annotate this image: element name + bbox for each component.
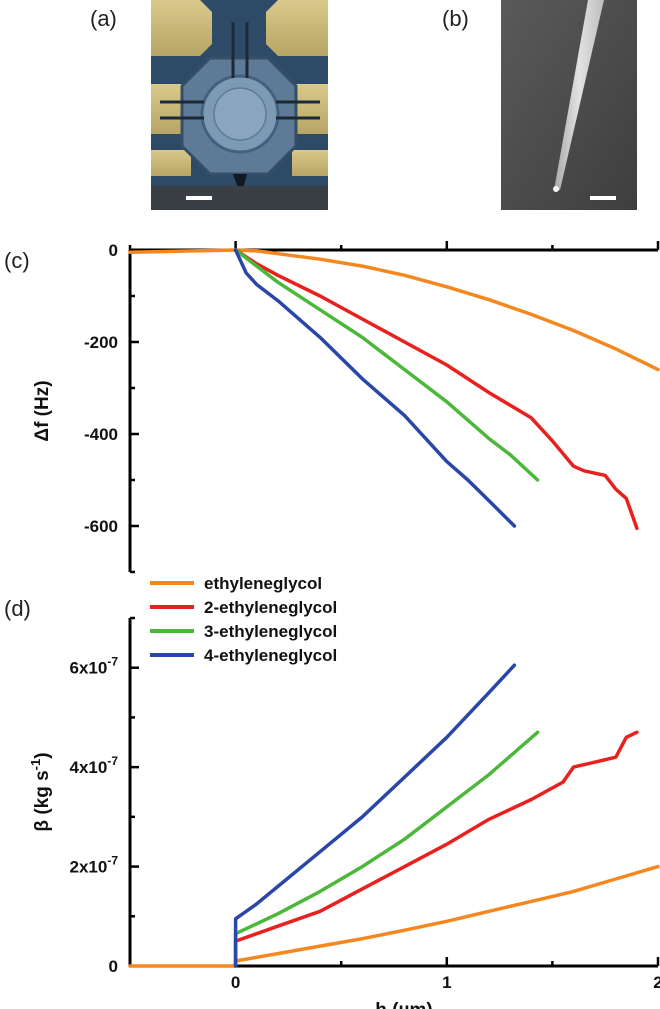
panel-label-b: (b) [442,6,469,31]
plot-d: 0 2x10-7 4x10-7 6x10-7 0 1 2 β (kg s-1) h (µm) et… [28,574,660,1009]
scale-bar [590,196,616,200]
y-tick-label: 0 [109,241,118,260]
legend-label-4-ethyleneglycol: 4-ethyleneglycol [204,646,337,665]
panel-label-d: (d) [4,596,31,621]
y-tick-label: 4x10-7 [70,754,119,777]
scale-bar [186,196,212,200]
series-line-3-ethyleneglycol [233,730,540,968]
legend-label-2-ethyleneglycol: 2-ethyleneglycol [204,598,337,617]
micrograph-a [151,0,328,210]
legend-label-ethyleneglycol: ethyleneglycol [204,574,322,593]
y-axis-title: β (kg s-1) [28,752,53,831]
y-tick-label: 6x10-7 [70,655,119,678]
series-line-ethyleneglycol [128,864,660,968]
y-tick-label: -600 [84,517,118,536]
series-line-2-ethyleneglycol [233,730,639,968]
x-tick-label: 2 [653,973,660,992]
x-tick-label: 1 [442,973,451,992]
y-tick-label: 0 [109,957,118,976]
panel-label-a: (a) [90,6,117,31]
x-tick-label: 0 [231,973,240,992]
x-axis-title: h (µm) [375,1000,432,1009]
series-line-4-ethyleneglycol [233,663,517,968]
series-line-3-ethyleneglycol [233,248,540,482]
series-line-ethyleneglycol [128,248,660,372]
legend-label-3-ethyleneglycol: 3-ethyleneglycol [204,622,337,641]
y-tick-label: 2x10-7 [70,854,119,877]
sem-image-b [501,0,637,210]
y-axis-title: Δf (Hz) [32,380,53,441]
y-tick-label: -400 [84,425,118,444]
panel-label-c: (c) [4,248,30,273]
series-line-4-ethyleneglycol [233,248,517,528]
series-line-2-ethyleneglycol [233,248,639,531]
y-tick-label: -200 [84,333,118,352]
plot-c: 0 -200 -400 -600 Δf (Hz) [32,241,660,574]
